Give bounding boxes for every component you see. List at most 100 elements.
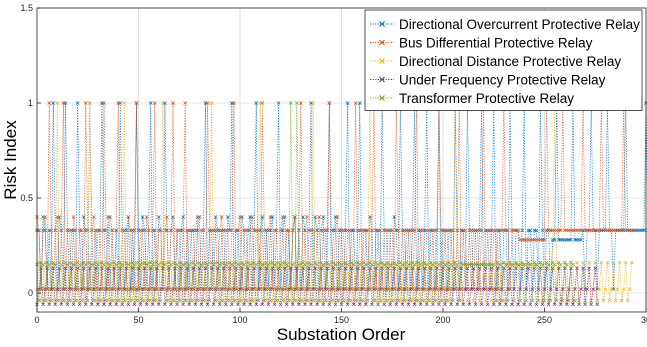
data-point [536, 287, 541, 292]
data-point [169, 262, 173, 267]
data-point [402, 228, 407, 233]
data-point [280, 215, 285, 219]
data-point [299, 287, 303, 292]
data-point [47, 262, 52, 267]
data-point [414, 287, 419, 292]
data-point [55, 287, 60, 292]
data-point [290, 228, 295, 233]
data-point [418, 262, 423, 267]
data-point [124, 266, 129, 271]
data-point [272, 302, 277, 307]
data-point [506, 298, 510, 303]
data-point [81, 215, 86, 219]
data-point [311, 298, 315, 303]
data-point [542, 237, 547, 242]
data-point [607, 298, 612, 303]
data-point [262, 228, 267, 233]
data-point [49, 287, 54, 292]
data-point [601, 298, 606, 303]
data-point [542, 298, 547, 303]
data-point [402, 298, 407, 303]
data-point [341, 298, 346, 303]
data-point [516, 262, 520, 267]
data-point [173, 266, 177, 271]
data-point [453, 266, 458, 271]
data-point [61, 287, 66, 292]
x-tick-label: 30 [641, 315, 647, 325]
data-point [169, 228, 173, 233]
data-point [223, 262, 228, 267]
data-point [134, 101, 139, 105]
data-point [61, 101, 66, 105]
data-point [589, 302, 594, 307]
legend-item: Directional Overcurrent Protective Relay [370, 17, 640, 32]
data-point [266, 262, 271, 267]
data-point [301, 266, 305, 271]
data-point [63, 266, 68, 271]
data-point [581, 266, 585, 271]
legend-marker [379, 58, 385, 64]
data-point [351, 228, 356, 233]
data-point [595, 302, 600, 307]
data-point [260, 262, 265, 267]
data-point [148, 101, 153, 105]
data-point [181, 262, 186, 267]
data-point [144, 215, 149, 219]
data-point [51, 266, 56, 271]
y-tick-label: 0 [28, 288, 33, 298]
data-point [491, 262, 496, 267]
data-point [410, 266, 415, 271]
data-point [177, 298, 181, 303]
data-point [564, 302, 569, 307]
data-point [392, 266, 397, 271]
data-point [313, 266, 317, 271]
data-point [120, 262, 125, 267]
data-point [144, 302, 149, 307]
data-point [278, 228, 283, 233]
data-point [100, 266, 104, 271]
data-point [359, 298, 364, 303]
data-point [102, 302, 106, 307]
data-point [134, 298, 139, 303]
data-point [183, 287, 188, 292]
data-point [305, 287, 309, 292]
data-point [599, 260, 604, 265]
data-point [240, 266, 244, 271]
x-tick-label: 0 [34, 315, 39, 325]
data-point [339, 302, 344, 307]
data-point [138, 262, 143, 267]
data-point [104, 287, 108, 292]
data-point [420, 228, 425, 233]
data-point [591, 287, 596, 292]
data-point [187, 262, 192, 267]
data-point [112, 266, 116, 271]
data-point [347, 287, 352, 292]
data-point [225, 298, 230, 303]
data-point [79, 287, 84, 292]
data-point [278, 302, 283, 307]
data-point [573, 298, 577, 303]
data-point [244, 287, 248, 292]
data-point [384, 287, 389, 292]
data-point [250, 215, 255, 219]
data-point [345, 302, 350, 307]
data-point [343, 266, 348, 271]
data-point [116, 298, 121, 303]
data-point [396, 298, 401, 303]
data-point [613, 298, 618, 303]
data-point [361, 266, 366, 271]
data-point [359, 287, 364, 292]
data-point [540, 302, 545, 307]
data-point [211, 262, 216, 267]
data-point [506, 287, 510, 292]
data-point [110, 228, 114, 233]
data-point [408, 298, 413, 303]
data-point [370, 228, 374, 233]
data-point [412, 302, 417, 307]
data-point [219, 215, 224, 219]
data-point [467, 302, 472, 307]
x-tick-label: 150 [334, 315, 349, 325]
data-point [132, 262, 137, 267]
data-point [89, 228, 94, 233]
